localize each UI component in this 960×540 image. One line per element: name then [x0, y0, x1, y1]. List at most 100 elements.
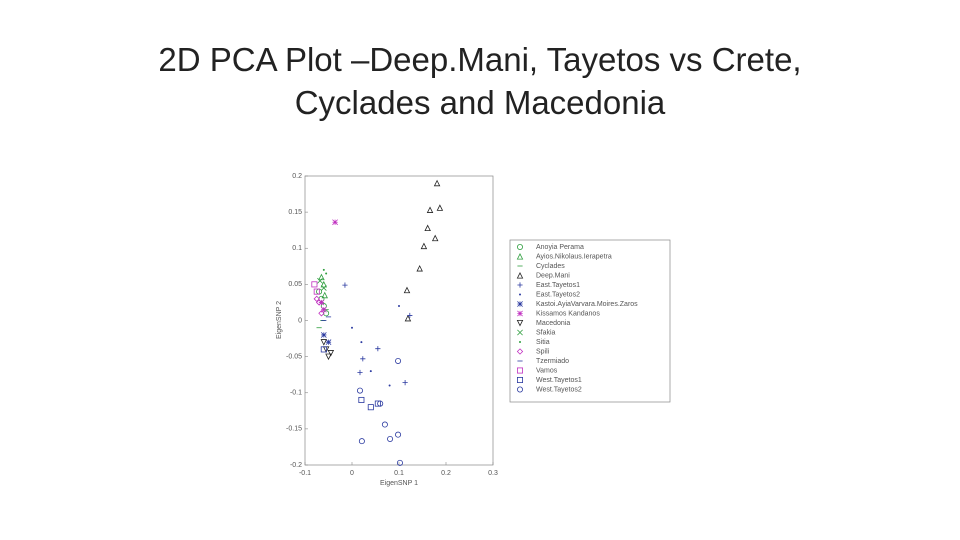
point: [436, 204, 444, 211]
legend-label: West.Tayetos1: [536, 377, 582, 384]
legend-label: Kastoi.AyiaVarvara.Moires.Zaros: [536, 301, 638, 308]
point: [313, 288, 320, 295]
point: [327, 350, 335, 357]
point: [358, 438, 365, 445]
point: [360, 341, 363, 344]
y-tick-label: -0.2: [290, 462, 302, 469]
point: [356, 387, 363, 394]
y-tick-label: 0.2: [292, 173, 302, 180]
point: [320, 332, 327, 338]
point: [433, 179, 441, 187]
point: [367, 404, 374, 411]
point: [317, 277, 323, 284]
y-tick-label: 0.1: [292, 245, 302, 252]
x-tick-label: -0.1: [299, 470, 311, 477]
y-tick-label: 0: [298, 317, 302, 324]
legend-label: Ayios.Nikolaus.Ierapetra: [536, 253, 612, 260]
x-tick-label: 0.1: [394, 470, 404, 477]
point: [369, 370, 372, 373]
legend-marker: [519, 293, 521, 296]
point: [402, 380, 408, 386]
point: [321, 291, 328, 299]
point: [325, 272, 328, 275]
point: [318, 310, 325, 317]
legend-marker: [517, 376, 524, 383]
point: [358, 396, 365, 403]
y-tick-label: -0.15: [286, 426, 302, 433]
point: [320, 339, 328, 346]
x-tick-label: 0: [350, 470, 354, 477]
legend-label: Spili: [536, 348, 550, 355]
legend-label: Sitia: [536, 339, 550, 346]
point: [424, 224, 431, 232]
legend-marker: [516, 253, 524, 260]
point: [431, 234, 439, 242]
legend-marker: [517, 282, 523, 288]
x-axis-label: EigenSNP 1: [380, 480, 418, 487]
point: [325, 339, 332, 346]
point: [320, 346, 327, 353]
point: [374, 400, 381, 407]
y-axis-label: EigenSNP 2: [276, 301, 283, 339]
point: [404, 314, 412, 322]
point: [420, 242, 428, 250]
point: [357, 369, 363, 376]
point: [342, 282, 348, 288]
point: [320, 306, 327, 313]
point: [396, 459, 403, 466]
point: [381, 421, 388, 428]
legend-label: Deep.Mani: [536, 272, 570, 279]
point: [320, 280, 328, 288]
point: [398, 305, 400, 308]
legend-marker: [517, 243, 524, 250]
legend-marker: [516, 272, 524, 279]
point: [395, 357, 402, 364]
point: [320, 285, 327, 291]
point: [315, 299, 323, 306]
point: [387, 435, 394, 442]
point: [388, 384, 391, 387]
legend-label: East.Tayetos2: [536, 291, 580, 298]
legend-label: Kissamos Kandanos: [536, 310, 600, 317]
legend-marker: [517, 329, 523, 336]
point: [403, 286, 411, 294]
legend-label: East.Tayetos1: [536, 282, 580, 289]
legend-marker: [517, 301, 523, 307]
legend-label: West.Tayetos2: [536, 386, 582, 393]
point: [322, 268, 325, 271]
legend-label: Sfakia: [536, 329, 556, 336]
legend-marker: [517, 367, 524, 374]
point: [332, 219, 338, 226]
y-tick-label: -0.05: [286, 353, 302, 360]
y-tick-label: 0.05: [288, 281, 302, 288]
legend-label: Macedonia: [536, 320, 570, 327]
point: [325, 353, 332, 361]
point: [377, 400, 384, 407]
legend-marker: [519, 341, 521, 343]
point: [351, 326, 353, 329]
y-tick-label: 0.15: [288, 209, 302, 216]
point: [311, 281, 318, 288]
x-tick-label: 0.2: [441, 470, 451, 477]
legend-label: Cyclades: [536, 263, 565, 270]
point: [375, 346, 381, 352]
point: [416, 264, 423, 272]
legend-box: [509, 239, 671, 403]
plot-frame: [304, 175, 494, 466]
x-tick-label: 0.3: [488, 470, 498, 477]
legend-marker: [517, 310, 523, 317]
point: [313, 295, 320, 302]
point: [407, 312, 413, 319]
legend-label: Anoyia Perama: [536, 244, 584, 251]
legend-label: Tzermiado: [536, 358, 569, 365]
legend-label: Vamos: [536, 367, 558, 374]
legend-marker: [517, 386, 524, 393]
point: [395, 431, 402, 438]
slide-title: 2D PCA Plot –Deep.Mani, Tayetos vs Crete…: [158, 41, 802, 121]
point: [426, 206, 434, 213]
legend-marker: [516, 320, 524, 327]
legend-marker: [516, 348, 524, 355]
point: [360, 356, 366, 362]
